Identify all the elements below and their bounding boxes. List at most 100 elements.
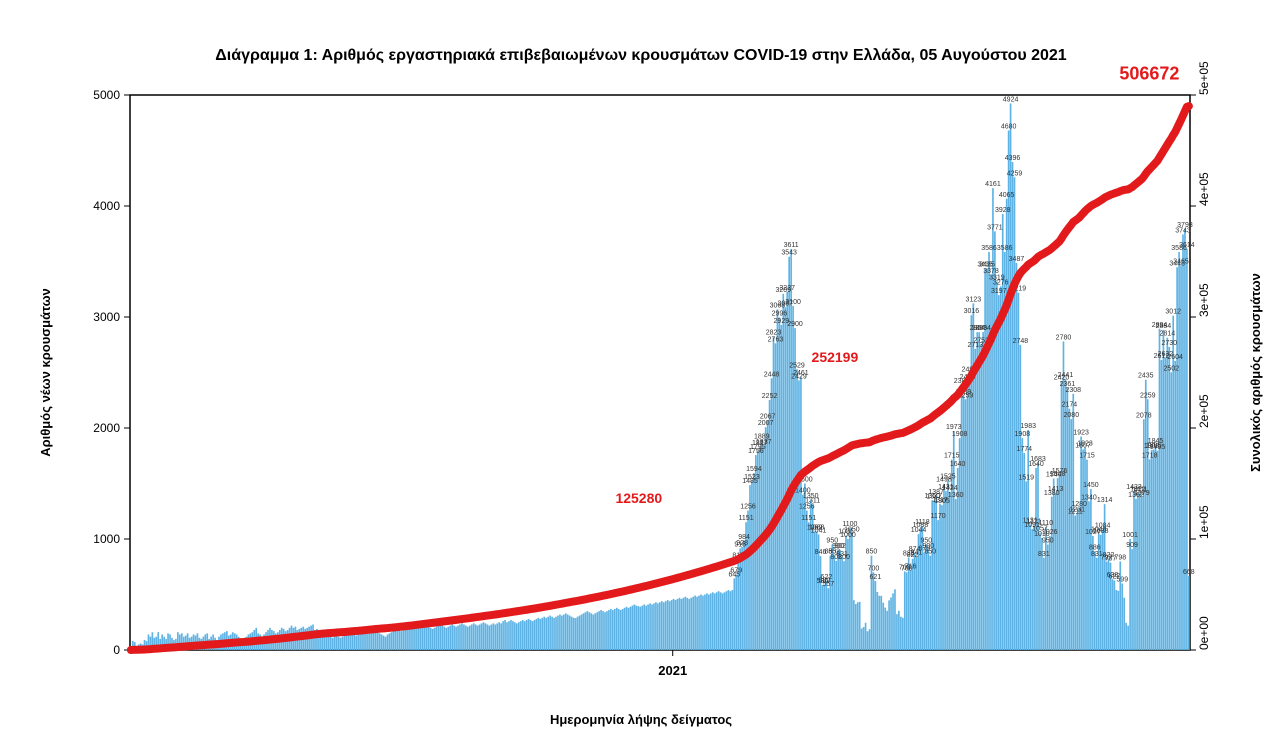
bar (681, 599, 683, 650)
bar (440, 624, 442, 650)
bar-value-label: 2259 (1140, 392, 1156, 399)
bar (338, 637, 340, 650)
bar (506, 622, 508, 650)
bar-value-label: 3611 (784, 242, 799, 249)
ytick-right-label: 1e+05 (1197, 505, 1211, 539)
bar-value-label: 984 (738, 534, 750, 541)
bar-value-label: 716 (905, 564, 917, 571)
bar (916, 557, 918, 650)
bar (355, 636, 357, 650)
bar (1155, 445, 1157, 650)
bar (1129, 539, 1131, 650)
bar (649, 603, 651, 650)
bar (1133, 491, 1135, 650)
bar (400, 631, 402, 650)
bar (1159, 329, 1161, 650)
bar (369, 632, 371, 650)
bar (538, 618, 540, 650)
bar-value-label: 1314 (1097, 497, 1113, 504)
bar (882, 603, 884, 650)
bar (445, 628, 447, 650)
bar (1076, 513, 1078, 650)
bar (634, 604, 636, 650)
cumulative-annotation: 506672 (1119, 64, 1179, 84)
bar (549, 616, 551, 650)
bar (728, 590, 730, 650)
bar (641, 606, 643, 650)
bar (344, 636, 346, 650)
bar (714, 593, 716, 650)
bar (512, 621, 514, 650)
bar (422, 626, 424, 650)
bar-value-label: 1151 (801, 515, 816, 522)
bar (904, 571, 906, 650)
bar (808, 522, 810, 650)
bar (720, 592, 722, 650)
bar-value-label: 1026 (1042, 529, 1058, 536)
bar (902, 618, 904, 650)
bar (967, 381, 969, 650)
bar (686, 598, 688, 650)
cumulative-annotation: 125280 (615, 490, 662, 506)
bar (1090, 489, 1092, 650)
bar-value-label: 2864 (975, 325, 991, 332)
bar (594, 613, 596, 650)
bar-value-label: 1118 (915, 519, 930, 526)
bar (1035, 468, 1037, 650)
bar (455, 627, 457, 650)
y-axis-right-label: Συνολικός αριθμός κρουσμάτων (1248, 273, 1263, 472)
bar (906, 572, 908, 650)
bar-value-label: 1041 (811, 527, 827, 534)
bar (835, 561, 837, 650)
bar-value-label: 1908 (952, 431, 968, 438)
bar (896, 614, 898, 650)
bar (1161, 360, 1163, 650)
bar (782, 294, 784, 650)
bar-value-label: 3543 (781, 250, 797, 257)
bar (1080, 437, 1082, 650)
bar (424, 624, 426, 650)
bar (1176, 267, 1178, 650)
bar (639, 607, 641, 650)
bar-value-label: 1823 (1077, 441, 1093, 448)
bar (877, 592, 879, 650)
bar (712, 592, 714, 650)
bar-value-label: 2814 (1160, 331, 1176, 338)
bar (524, 621, 526, 650)
bar (596, 612, 598, 650)
bar (647, 604, 649, 650)
bar (1180, 265, 1182, 650)
bar (469, 626, 471, 650)
bar (624, 608, 626, 650)
bar (357, 634, 359, 650)
bar (1043, 558, 1045, 650)
bar (404, 629, 406, 650)
bar (555, 617, 557, 650)
bar (894, 589, 896, 650)
bar (569, 616, 571, 650)
bar (931, 500, 933, 650)
bar-value-label: 2502 (1163, 365, 1179, 372)
bar (590, 613, 592, 650)
bar-value-label: 2763 (768, 336, 784, 343)
bar (585, 612, 587, 650)
bar (683, 598, 685, 650)
bar (667, 600, 669, 650)
bar (543, 617, 545, 650)
bar (724, 592, 726, 650)
bar (694, 596, 696, 650)
bar (704, 595, 706, 651)
bar (559, 614, 561, 650)
bar (1025, 481, 1027, 650)
bar (336, 634, 338, 650)
y-axis-left-label: Αριθμός νέων κρουσμάτων (38, 288, 53, 457)
bar (1114, 580, 1116, 650)
bar (393, 631, 395, 650)
bar (1047, 545, 1049, 650)
bar (878, 596, 880, 650)
bar (565, 613, 567, 650)
bar (1057, 478, 1059, 650)
bar (947, 481, 949, 650)
bar-value-label: 1305 (934, 498, 950, 505)
bar (353, 634, 355, 650)
